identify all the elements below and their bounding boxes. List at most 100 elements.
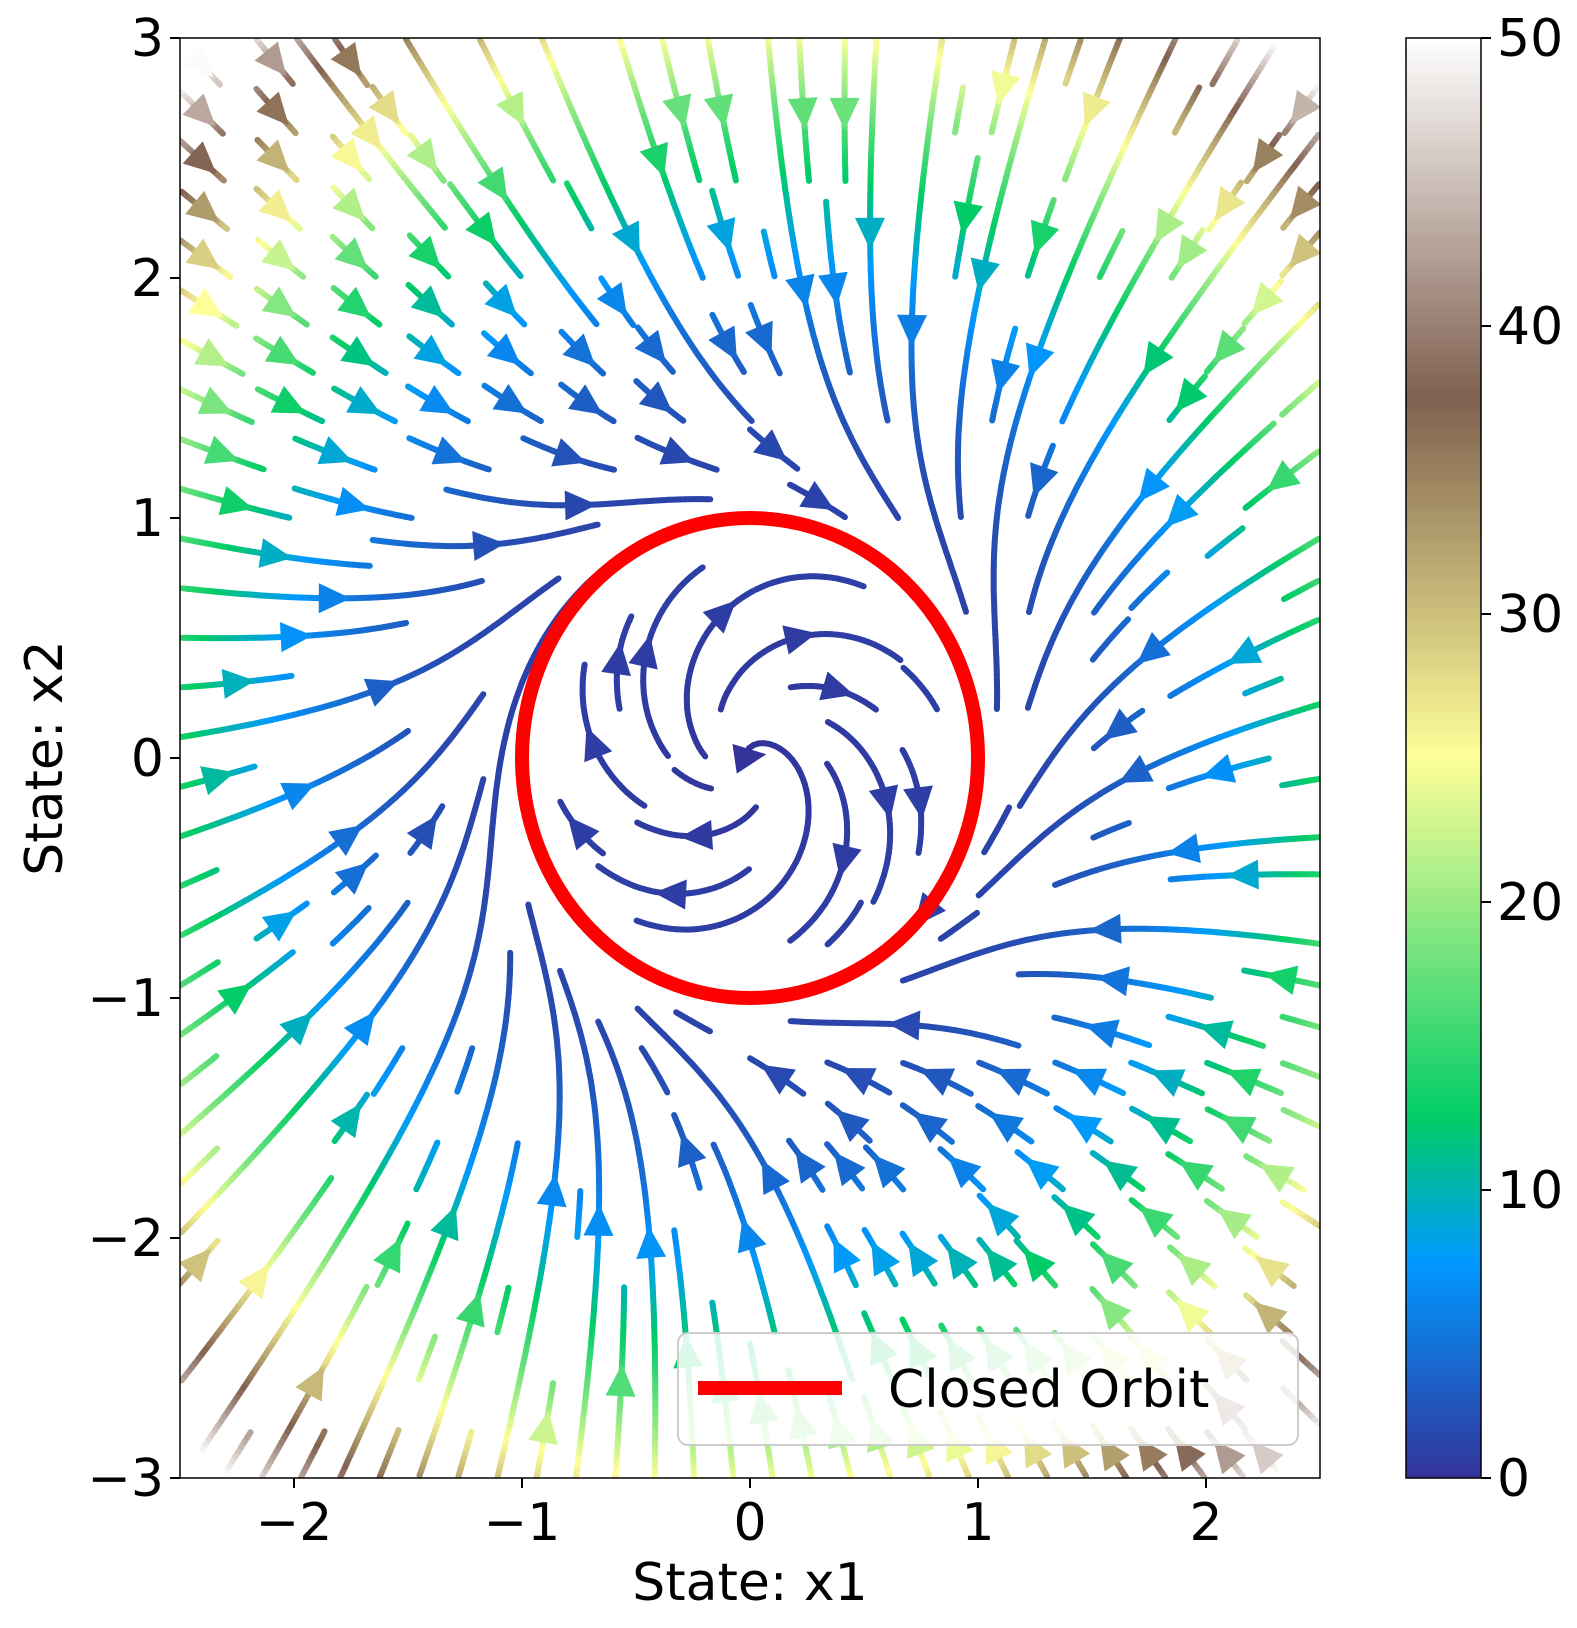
- streamline-arrow: [1176, 1299, 1210, 1333]
- streamline-segment: [473, 577, 485, 586]
- streamline-segment: [1052, 879, 1064, 888]
- streamline-arrow: [1177, 1253, 1212, 1287]
- streamline-arrow: [200, 766, 235, 796]
- streamline-arrow: [872, 1154, 906, 1189]
- streamline-arrow: [330, 1103, 362, 1139]
- streamline-arrow: [605, 1364, 636, 1397]
- streamline-segment: [709, 1299, 716, 1309]
- streamline-segment: [466, 1428, 475, 1441]
- streamline-arrow: [583, 1203, 614, 1237]
- streamline-arrow: [995, 1068, 1032, 1097]
- streamline-segment: [479, 776, 487, 785]
- streamline-arrow: [1251, 1440, 1284, 1475]
- streamline-arrow: [1025, 1158, 1060, 1190]
- streamline-arrow: [1255, 1256, 1290, 1288]
- streamline-segment: [634, 819, 643, 827]
- streamline-arrow: [760, 1064, 796, 1095]
- streamline-segment: [504, 1284, 512, 1297]
- streamline-segment: [1051, 1014, 1063, 1022]
- streamline-segment: [1280, 593, 1292, 603]
- streamline-segment: [1026, 603, 1034, 616]
- streamline-segment: [634, 1005, 643, 1014]
- streamline-segment: [525, 901, 533, 914]
- streamline-arrow: [318, 583, 351, 614]
- streamline-segment: [1053, 1105, 1062, 1113]
- streamline-arrow: [841, 1068, 877, 1096]
- streamline-segment: [1090, 741, 1101, 752]
- streamline-arrow: [986, 1202, 1020, 1237]
- streamline-segment: [401, 899, 411, 911]
- streamline-segment: [1204, 1059, 1213, 1067]
- streamline-segment: [1242, 1245, 1253, 1255]
- streamline-segment: [1243, 1153, 1254, 1163]
- streamline-arrow: [985, 1247, 1018, 1283]
- streamline-segment: [1167, 690, 1179, 699]
- streamline-segment: [1129, 1105, 1140, 1115]
- streamline-segment: [937, 932, 949, 942]
- streamline-segment: [319, 1428, 328, 1440]
- streamline-segment: [915, 847, 922, 856]
- streamline-arrow: [1088, 913, 1122, 944]
- streamline-segment: [1167, 1244, 1176, 1253]
- streamline-segment: [1013, 1237, 1022, 1246]
- streamline-segment: [747, 1055, 756, 1063]
- streamline-arrow: [430, 1205, 459, 1242]
- streamline-segment: [1279, 1060, 1292, 1069]
- streamline-segment: [976, 1192, 987, 1203]
- streamline-segment: [861, 1227, 871, 1238]
- streamline-arrow: [1025, 342, 1055, 378]
- streamline-segment: [787, 934, 798, 944]
- streamline-arrow: [833, 1238, 861, 1274]
- streamline-segment: [673, 1009, 684, 1019]
- streamline-segment: [932, 703, 940, 713]
- streamline-segment: [1279, 781, 1291, 789]
- streamline-arrow: [1139, 1206, 1174, 1238]
- streamline-arrow: [1150, 1069, 1186, 1097]
- streamline-arrow: [946, 1245, 978, 1280]
- streamline-segment: [430, 1333, 438, 1345]
- streamline-segment: [824, 1141, 834, 1152]
- streamline-arrow: [584, 726, 613, 763]
- streamline-arrow: [835, 1109, 870, 1143]
- streamline-arrow: [1099, 1296, 1132, 1331]
- streamline-segment: [514, 1140, 521, 1149]
- streamline-segment: [1089, 1286, 1098, 1295]
- streamline-arrow: [1259, 1163, 1295, 1194]
- streamline-arrow: [832, 842, 862, 878]
- streamline-arrow: [833, 1151, 866, 1187]
- streamline-segment: [210, 1145, 221, 1156]
- streamline-arrow: [761, 1159, 790, 1196]
- streamline-arrow: [217, 983, 252, 1015]
- streamline-arrow: [913, 1112, 948, 1144]
- streamline-segment: [432, 1139, 441, 1151]
- streamline-segment: [1167, 875, 1180, 883]
- streamline-arrow: [1221, 1116, 1257, 1145]
- streamline-arrow: [1100, 1251, 1134, 1285]
- streamline-arrow: [1198, 1020, 1234, 1050]
- streamline-arrow: [628, 635, 658, 670]
- streamline-arrow: [295, 1366, 324, 1402]
- streamline-segment: [1014, 1149, 1023, 1157]
- streamline-segment: [549, 1380, 557, 1389]
- streamline-segment: [976, 1325, 984, 1335]
- streamline-segment: [937, 1233, 946, 1243]
- streamline-segment: [1241, 967, 1253, 975]
- streamline-segment: [208, 867, 220, 876]
- streamline-segment: [895, 655, 904, 664]
- streamline-segment: [1128, 1197, 1137, 1205]
- streamline-segment: [1280, 1106, 1292, 1116]
- streamline-segment: [402, 1220, 411, 1232]
- streamline-segment: [1052, 1059, 1061, 1067]
- streamline-segment: [899, 1230, 907, 1239]
- streamline-arrow: [1226, 635, 1263, 664]
- streamline-arrow: [1178, 1160, 1214, 1191]
- streamline-segment: [1165, 1151, 1174, 1159]
- streamline-segment: [1089, 654, 1098, 663]
- streamline-arrow: [1253, 1301, 1288, 1335]
- streamline-arrow: [1174, 1437, 1206, 1472]
- streamline-segment: [870, 704, 879, 713]
- streamline-segment: [855, 581, 867, 590]
- streamline-segment: [557, 798, 566, 810]
- streamline-segment: [397, 1045, 406, 1054]
